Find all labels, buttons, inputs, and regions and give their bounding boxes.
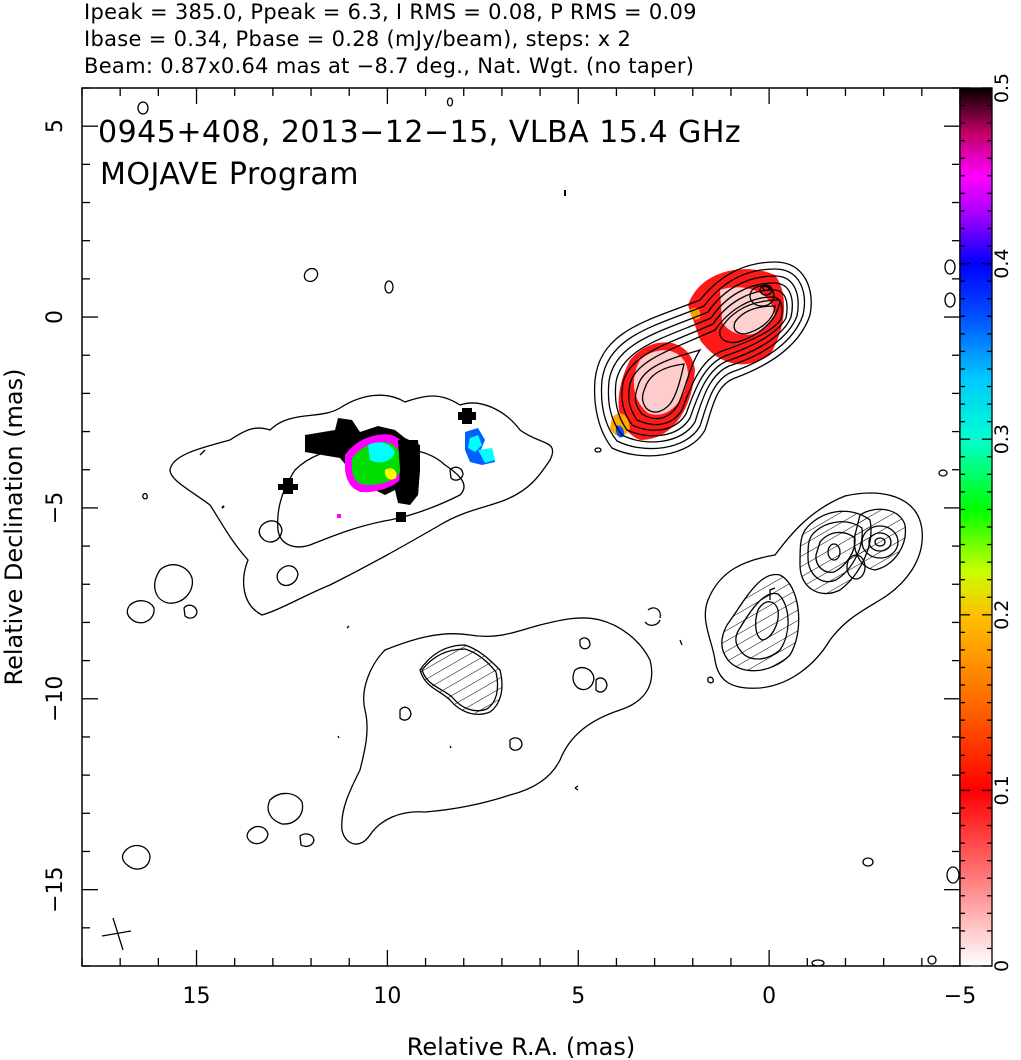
beam-marker: [101, 917, 132, 951]
plot-title: 0945+408, 2013−12−15, VLBA 15.4 GHz: [98, 115, 741, 150]
x-tick-label: 10: [373, 984, 401, 1009]
component-southwest: [704, 492, 923, 689]
y-tick-label: 0: [43, 310, 68, 324]
colorbar-label: 0.4: [991, 248, 1013, 278]
header-line-3: Beam: 0.87x0.64 mas at −8.7 deg., Nat. W…: [84, 54, 695, 78]
x-tick-label: −5: [944, 984, 976, 1009]
y-tick-label: −15: [43, 866, 68, 912]
plot-subtitle: MOJAVE Program: [100, 157, 359, 192]
core-contours: [593, 261, 812, 457]
y-tick-labels: 5 0 −5 −10 −15: [43, 119, 68, 913]
colorbar-ticks: [960, 87, 992, 967]
x-tick-label: 0: [762, 984, 776, 1009]
colorbar-label: 0.5: [991, 73, 1013, 103]
x-tick-label: 15: [183, 984, 211, 1009]
header-line-1: Ipeak = 385.0, Ppeak = 6.3, I RMS = 0.08…: [84, 0, 697, 24]
colorbar-labels: 0 0.1 0.2 0.3 0.4 0.5: [991, 73, 1013, 972]
emission-map: [121, 97, 960, 966]
header-line-2: Ibase = 0.34, Pbase = 0.28 (mJy/beam), s…: [84, 27, 632, 51]
x-tick-label: 5: [571, 984, 585, 1009]
y-tick-label: 5: [43, 119, 68, 133]
colorbar-label: 0.1: [991, 775, 1013, 805]
colorbar: 0 0.1 0.2 0.3 0.4 0.5: [959, 73, 1013, 972]
x-tick-labels: 15 10 5 0 −5: [183, 984, 977, 1009]
x-axis-label: Relative R.A. (mas): [407, 1033, 635, 1060]
colorbar-label: 0.3: [991, 424, 1013, 454]
y-axis-label: Relative Declination (mas): [0, 368, 28, 685]
jet-polarization-fill: [278, 408, 495, 522]
noise-islands: [137, 97, 960, 966]
lower-jet-contours: [121, 607, 714, 870]
colorbar-label: 0.2: [991, 600, 1013, 630]
y-tick-label: −10: [43, 676, 68, 722]
y-tick-label: −5: [43, 492, 68, 524]
y-axis-ticks: [82, 87, 960, 967]
colorbar-label: 0: [991, 960, 1013, 972]
